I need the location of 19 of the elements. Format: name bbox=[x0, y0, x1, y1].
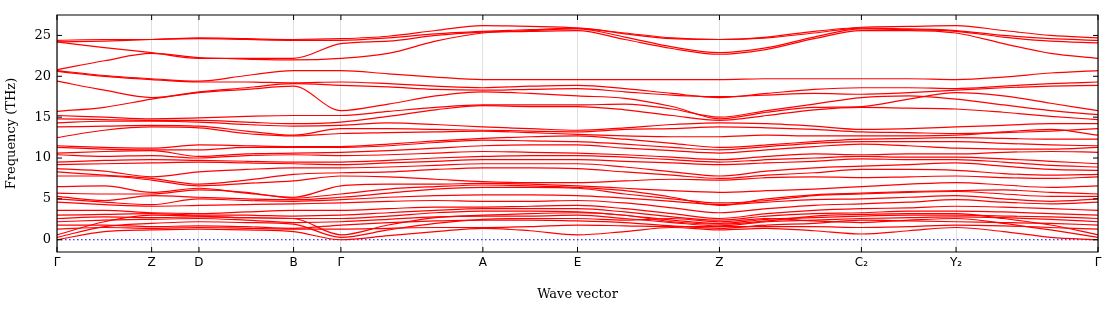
y-tick-label: 10 bbox=[34, 149, 51, 165]
x-tick-label: Γ bbox=[1094, 255, 1102, 270]
x-tick-label: A bbox=[478, 255, 488, 270]
y-tick-label: 20 bbox=[34, 67, 51, 83]
y-axis-title: Frequency (THz) bbox=[3, 77, 19, 190]
x-tick-label: B bbox=[289, 255, 298, 270]
x-tick-label: D bbox=[194, 255, 204, 270]
x-tick-label: C₂ bbox=[854, 255, 869, 270]
x-tick-label: E bbox=[573, 255, 582, 270]
x-axis-title: Wave vector bbox=[537, 285, 619, 301]
x-tick-label: Z bbox=[715, 255, 724, 270]
x-tick-label: Z bbox=[147, 255, 156, 270]
y-tick-label: 25 bbox=[34, 26, 51, 42]
y-tick-label: 5 bbox=[42, 190, 51, 206]
x-tick-label: Y₂ bbox=[948, 255, 963, 270]
y-tick-label: 15 bbox=[34, 108, 51, 124]
y-tick-label: 0 bbox=[42, 231, 51, 247]
x-tick-label: Γ bbox=[337, 255, 345, 270]
x-tick-label: Γ bbox=[53, 255, 61, 270]
